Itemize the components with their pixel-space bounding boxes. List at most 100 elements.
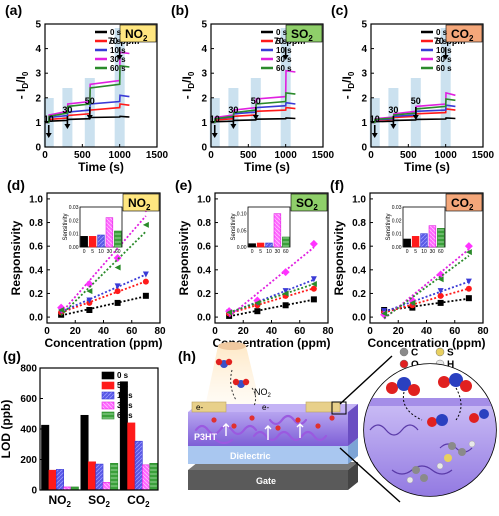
inset-x-tick-label: 0 bbox=[251, 249, 254, 255]
legend-label: 5 s bbox=[436, 37, 448, 46]
data-point bbox=[437, 292, 444, 299]
x-tick-label: 60 bbox=[449, 326, 461, 337]
gas-label-sub: 2 bbox=[469, 203, 474, 212]
inset-bar bbox=[80, 236, 88, 248]
fit-line bbox=[60, 215, 147, 314]
series-line-60s bbox=[371, 98, 456, 124]
y-axis-label: LOD (ppb) bbox=[0, 400, 13, 459]
category-sub: 2 bbox=[66, 500, 71, 509]
inset-bar bbox=[265, 242, 273, 248]
drain-electrode bbox=[305, 401, 341, 413]
y-tick-label: 5 bbox=[201, 20, 207, 31]
y-axis-label: Responsivity bbox=[332, 220, 346, 295]
y-tick-label: 1.0 bbox=[197, 194, 211, 205]
gas-molecules bbox=[215, 358, 250, 388]
data-point bbox=[381, 310, 388, 317]
data-point bbox=[437, 276, 444, 283]
inset-x-tick-label: 5 bbox=[259, 249, 262, 255]
y-tick-label: 0.4 bbox=[197, 265, 211, 276]
arrow-head bbox=[86, 115, 93, 120]
inset-x-tick-label: 5 bbox=[91, 249, 94, 255]
y-tick-label: 0.2 bbox=[29, 289, 43, 300]
gas-label-box bbox=[122, 193, 160, 212]
inset-bar bbox=[256, 242, 265, 248]
axes-frame bbox=[210, 23, 324, 148]
data-point bbox=[310, 281, 317, 287]
bar bbox=[102, 482, 111, 491]
legend-label: 0 s bbox=[110, 28, 122, 37]
y-tick-label: 0.6 bbox=[29, 242, 43, 253]
series-line-60s bbox=[211, 91, 296, 124]
y-tick-label: 0.8 bbox=[29, 218, 43, 229]
y-axis-label: Responsivity bbox=[9, 220, 23, 295]
inset-x-tick-label: 60 bbox=[115, 249, 121, 255]
y-axis-label: - ID/I0 bbox=[180, 71, 196, 99]
y-tick-label: 3 bbox=[201, 69, 207, 80]
bar bbox=[149, 463, 158, 491]
x-tick-label: 1500 bbox=[472, 150, 495, 161]
gas-label-main: NO bbox=[125, 27, 143, 41]
atom-swatch bbox=[435, 347, 445, 357]
gas-label-main: NO bbox=[128, 196, 146, 210]
data-point bbox=[86, 297, 93, 304]
gate-layer bbox=[188, 470, 348, 490]
atom-swatch bbox=[399, 359, 409, 369]
inset-bar bbox=[420, 233, 428, 248]
bar bbox=[48, 469, 57, 491]
device-schematic: (h) bbox=[178, 342, 497, 503]
data-point bbox=[113, 254, 122, 262]
inset-y-tick-label: 0.05 bbox=[237, 228, 247, 234]
legend-swatch bbox=[101, 411, 115, 420]
y-tick-label: 0 bbox=[361, 143, 367, 154]
annotation-label: 50 bbox=[411, 96, 421, 106]
x-axis-label: Time (s) bbox=[404, 160, 450, 174]
gas-label-main: CO bbox=[451, 196, 469, 210]
inset-y-tick-label: 0.00 bbox=[392, 245, 402, 251]
molecule-label: NO2 bbox=[254, 387, 272, 399]
data-point bbox=[226, 309, 233, 316]
adsorbed-molecules bbox=[211, 415, 335, 431]
inset-y-label: Sensitivity bbox=[386, 213, 392, 240]
category-main: SO bbox=[88, 493, 105, 507]
data-point bbox=[464, 242, 473, 251]
gas-label-main: CO bbox=[451, 27, 469, 41]
inset-x-tick-label: 0 bbox=[406, 249, 409, 255]
y-tick-label: 2 bbox=[361, 93, 367, 104]
annotation-label: 30 bbox=[62, 105, 72, 115]
source-electrode bbox=[191, 401, 227, 413]
arrow-head bbox=[211, 133, 218, 138]
data-point bbox=[465, 278, 472, 285]
x-tick-label: 0 bbox=[368, 150, 374, 161]
data-point bbox=[310, 276, 317, 283]
inset-y-tick-label: 0.01 bbox=[392, 232, 402, 238]
gas-label-text: CO2 bbox=[451, 196, 474, 212]
inset-y-tick-label: 0.00 bbox=[69, 245, 79, 251]
y-tick-label: 0.2 bbox=[352, 289, 366, 300]
inset-y-tick-label: 0.01 bbox=[69, 232, 79, 238]
inset-y-label: Sensitivity bbox=[63, 213, 69, 240]
series-line-60s bbox=[45, 64, 130, 124]
arrow-head bbox=[116, 55, 123, 60]
inset-bar bbox=[411, 236, 420, 248]
panel-label: (a) bbox=[5, 2, 22, 18]
x-tick-label: 500 bbox=[400, 150, 417, 161]
dielectric-layer bbox=[188, 446, 348, 464]
bar bbox=[95, 463, 104, 491]
panel-label: (g) bbox=[3, 348, 21, 364]
data-point bbox=[114, 264, 121, 271]
y-tick-label: 0.0 bbox=[29, 313, 43, 324]
inset-x-tick-label: 30 bbox=[430, 249, 436, 255]
fit-line bbox=[383, 287, 470, 314]
p3ht-label: P3HT bbox=[194, 432, 218, 442]
data-point bbox=[85, 280, 94, 288]
bar bbox=[127, 422, 136, 491]
inset-x-tick-label: 5 bbox=[414, 249, 417, 255]
y-tick-label: 3 bbox=[361, 69, 367, 80]
legend-swatch bbox=[101, 371, 115, 380]
y-tick-label: 5 bbox=[361, 20, 367, 31]
data-point bbox=[436, 270, 445, 279]
injection-highlight bbox=[440, 28, 451, 147]
y-tick-label: 0.0 bbox=[197, 313, 211, 324]
data-point bbox=[86, 288, 93, 295]
